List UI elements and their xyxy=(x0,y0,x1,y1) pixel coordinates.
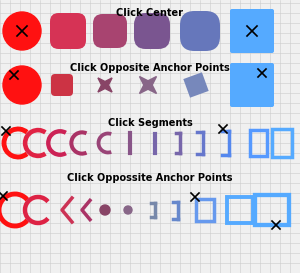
FancyBboxPatch shape xyxy=(230,63,274,107)
Bar xyxy=(255,195,289,225)
Polygon shape xyxy=(98,78,112,92)
FancyBboxPatch shape xyxy=(230,9,274,53)
FancyBboxPatch shape xyxy=(180,11,220,51)
Bar xyxy=(250,130,266,156)
FancyBboxPatch shape xyxy=(50,13,86,49)
FancyBboxPatch shape xyxy=(51,74,73,96)
Bar xyxy=(227,197,253,223)
Bar xyxy=(272,129,292,157)
Text: Click Center: Click Center xyxy=(116,8,184,18)
Text: Click Opposite Anchor Points: Click Opposite Anchor Points xyxy=(70,63,230,73)
Polygon shape xyxy=(183,72,209,98)
Polygon shape xyxy=(140,76,157,93)
Text: Click Segments: Click Segments xyxy=(108,118,192,128)
Circle shape xyxy=(124,206,132,214)
FancyBboxPatch shape xyxy=(93,14,127,48)
Text: Click Oppossite Anchor Points: Click Oppossite Anchor Points xyxy=(67,173,233,183)
Circle shape xyxy=(3,66,41,104)
FancyBboxPatch shape xyxy=(134,13,170,49)
Circle shape xyxy=(3,12,41,50)
Bar xyxy=(196,199,214,221)
Circle shape xyxy=(100,205,110,215)
